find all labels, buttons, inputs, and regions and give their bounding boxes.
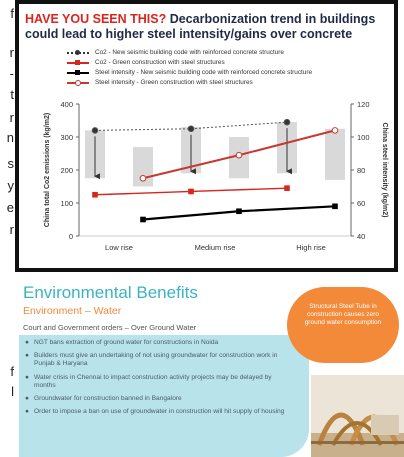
series-2-point [284,185,290,191]
series-4-point [331,127,339,134]
series-2-point [188,188,194,195]
right-tick-label: 100 [357,133,370,142]
list-item: ● NGT bans extraction of ground water for… [25,339,295,347]
legend-marker-1 [75,50,80,55]
env-subtitle: Environment – Water [23,305,122,317]
bullet-icon: ● [25,373,29,381]
side-text-8: y [7,178,15,193]
chart-title-rest: Decarbonization trend in buildings could… [25,12,376,41]
legend-marker-3 [75,70,80,75]
left-axis-title: China total Co2 emissions (kg/m2) [44,113,51,227]
right-tick-label: 120 [357,100,370,109]
side-text-1: f [10,6,14,21]
env-bullet-list: ● NGT bans extraction of ground water for… [25,339,295,421]
chart-plot: 0 100 200 300 400 40 60 80 100 120 Low rise Medium … [44,100,388,252]
chart-title-highlight: HAVE YOU SEEN THIS? [25,12,167,26]
series-2-point [92,191,98,198]
list-item-text: Order to impose a ban on use of groundwa… [34,408,285,416]
steel-tube-callout: Structural Steel Tube in construction ca… [287,287,399,363]
list-item: ● Builders must give an undertaking of no… [25,352,295,368]
series-3-point [332,203,338,210]
legend-entry-3: Steel intensity - New seismic building c… [67,68,397,78]
left-tick-label: 400 [60,100,73,109]
list-item: ● Order to impose a ban on use of groundw… [25,408,295,416]
steel-arches-icon [311,375,404,457]
right-tick-label: 60 [357,199,365,208]
side-text-6: n [6,130,14,145]
chart-legend: Co2 - New seismic building code with rei… [67,48,397,88]
left-tick-label: 0 [69,232,73,241]
list-item-text: NGT bans extraction of ground water for … [34,339,219,346]
legend-entry-2: Co2 - Green construction with steel stru… [67,58,397,68]
env-bullet-box [19,335,309,457]
legend-marker-2 [75,60,80,65]
side-text-3: - [9,66,14,81]
series-1-point [187,125,195,133]
series-1-point [283,118,291,126]
environment-slide: Environmental Benefits Environment – Wat… [15,275,404,457]
side-text-9: e [6,200,14,215]
list-item: ● Groundwater for construction banned in … [25,395,295,403]
list-item-text: Groundwater for construction banned in B… [34,395,182,403]
legend-label-3: Steel intensity - New seismic building c… [95,69,313,76]
range-bar [325,128,345,180]
left-tick-label: 300 [60,133,73,142]
right-tick-label: 80 [357,166,365,175]
legend-label-2: Co2 - Green construction with steel stru… [95,59,225,66]
env-title: Environmental Benefits [23,283,198,302]
env-court-line: Court and Government orders – Over Groun… [23,323,197,332]
list-item: ● Water crisis in Chennai to impact const… [25,374,295,390]
legend-entry-4: Steel intensity - Green construction wit… [67,78,397,88]
legend-label-4: Steel intensity - Green construction wit… [95,79,253,86]
bullet-icon: ● [25,352,29,360]
side-text-7: s [7,156,15,171]
bullet-icon: ● [25,339,29,346]
side-text-4: t [10,87,14,102]
series-3-point [236,208,242,215]
series-4-point [235,151,243,159]
side-text-5: r [9,110,14,125]
side-text-10: r [9,222,14,237]
right-axis-title: China steel intensity (kg/m2) [381,123,388,218]
side-text-11: f [10,364,14,379]
legend-marker-4 [75,80,81,86]
legend-entry-1: Co2 - New seismic building code with rei… [67,48,397,58]
legend-label-1: Co2 - New seismic building code with rei… [95,49,284,56]
category-label: Medium rise [195,243,236,252]
side-text-12: l [11,384,14,399]
series-1-point [91,127,99,134]
bullet-icon: ● [25,395,29,403]
list-item-text: Builders must give an undertaking of not… [34,352,278,368]
series-4-point [139,174,147,182]
left-tick-label: 100 [60,199,73,208]
category-label: High rise [296,243,326,252]
construction-photo [311,375,404,457]
side-text-2: r [9,45,14,60]
right-tick-label: 40 [357,232,365,241]
chart-title: HAVE YOU SEEN THIS? Decarbonization tren… [25,12,395,42]
bullet-icon: ● [25,408,29,416]
category-label: Low rise [105,243,133,252]
left-tick-label: 200 [60,166,73,175]
series-3-point [140,216,146,223]
list-item-text: Water crisis in Chennai to impact constr… [34,373,272,389]
chart-card: HAVE YOU SEEN THIS? Decarbonization tren… [15,0,398,272]
